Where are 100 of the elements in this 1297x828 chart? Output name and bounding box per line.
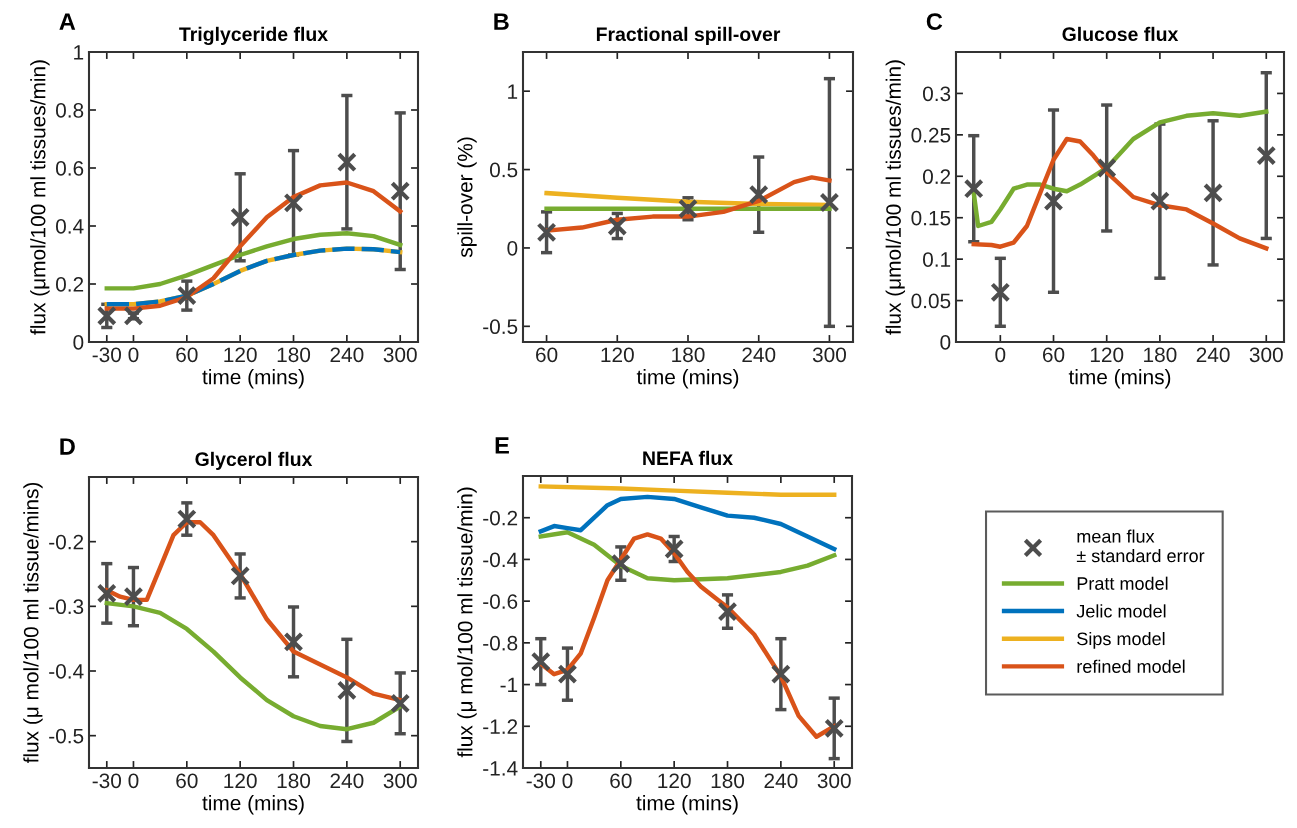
y-tick-label: 0.05 [911,293,951,309]
y-axis-title: spill-over (%) [457,137,477,258]
y-tick-label: 0.3 [922,86,951,102]
text: D [60,438,75,455]
x-tick-label: 120 [658,773,691,789]
x-tick-label: 180 [711,773,745,789]
point [610,553,631,574]
x-tick-label: 300 [383,773,417,789]
point [824,718,845,739]
line-series [538,530,837,583]
x-tick-label: 0 [562,773,573,789]
legend-label: refined model [1077,659,1185,673]
point [283,631,304,652]
y-tick-label: 0.2 [922,169,951,185]
line-series [104,180,403,311]
point [283,192,304,213]
y-axis-title: flux (μmol/100 ml tissues/min) [30,60,50,335]
point [336,680,357,701]
y-tick-label: -0.3 [49,599,84,615]
x-tick-label: 180 [277,347,311,363]
chart-title: Glucose flux [1062,26,1179,42]
point [1203,182,1224,203]
x-tick-label: 60 [176,773,198,789]
y-tick-label: -0.2 [49,534,84,550]
y-tick-label: 0.25 [911,127,951,143]
line-series [538,484,837,497]
line-series [538,494,837,552]
x-tick-label: 0 [128,773,139,789]
y-tick-label: -0.4 [483,552,518,568]
line-series [104,231,403,291]
x-tick-label: 180 [672,347,705,363]
point [390,693,411,714]
y-tick-label: 0 [940,335,951,350]
point [230,207,251,228]
line-series [971,109,1269,229]
legend-label: mean flux ± standard error [1076,529,1205,563]
x-tick-label: 240 [1196,347,1230,363]
point [990,282,1011,303]
y-tick-label: 1 [508,84,518,99]
x-tick-label: 120 [224,347,257,363]
x-tick-label: 0 [995,347,1006,363]
point [1096,157,1117,179]
point [96,305,117,326]
line-series [971,136,1269,251]
x-tick-label: 60 [176,347,198,363]
y-axis-title: flux (μ mol/100 ml tissue/mins) [23,482,43,764]
point [336,152,357,173]
chart-title: Triglyceride flux [179,26,328,46]
legend-label: Jelic model [1076,604,1166,618]
y-tick-label: -1 [500,677,518,693]
x-tick-label: 240 [764,773,798,789]
y-tick-label: -0.6 [483,594,518,609]
y-axis-title: flux (μmol/100 ml tissues/min) [885,60,906,335]
point [557,664,578,685]
x-tick-label: 60 [610,773,632,789]
y-tick-label: 0.5 [489,162,518,178]
point [390,181,411,202]
y-tick-label: 0.4 [55,219,84,234]
y-tick-label: 0.1 [922,252,951,267]
x-tick-label: 60 [536,347,558,363]
x-axis-title: time (mins) [1068,369,1171,389]
x-tick-label: 120 [224,773,257,789]
y-tick-label: -0.8 [483,635,518,651]
point [123,586,144,607]
y-axis-title: flux (μ mol/100 ml tissue/min) [457,487,477,758]
point [819,192,840,213]
x-tick-label: 60 [1042,347,1065,363]
x-tick-label: -30 [526,773,556,789]
text: E [495,437,509,454]
line-series [104,600,403,732]
point [770,664,791,685]
line-series [104,246,403,307]
point [963,178,984,199]
x-axis-title: time (mins) [636,795,738,815]
x-tick-label: 240 [742,347,776,363]
point [748,184,769,205]
x-axis-title: time (mins) [202,795,304,815]
y-tick-label: -0.4 [49,664,84,679]
y-tick-label: 0.15 [911,210,951,226]
x-tick-label: 300 [817,773,851,789]
point [1043,191,1064,212]
x-tick-label: -30 [92,347,122,363]
text: A [59,13,76,30]
y-tick-label: 0.6 [55,161,84,176]
y-tick-label: 0.8 [55,103,84,118]
x-axis-title: time (mins) [636,369,739,389]
legend-label: Pratt model [1077,576,1168,590]
y-tick-label: 0.2 [55,277,84,292]
point [96,583,117,604]
point [230,565,251,586]
chart-title: Fractional spill-over [596,26,781,45]
y-tick-label: -1.4 [483,761,518,776]
y-tick-label: -0.2 [483,510,518,526]
x-tick-label: -30 [92,773,122,789]
point [176,509,197,530]
x-tick-label: 120 [601,347,634,363]
x-tick-label: 180 [277,773,311,789]
text: C [926,13,943,30]
y-tick-label: 0 [507,240,518,256]
y-tick-label: -1.2 [483,719,518,734]
